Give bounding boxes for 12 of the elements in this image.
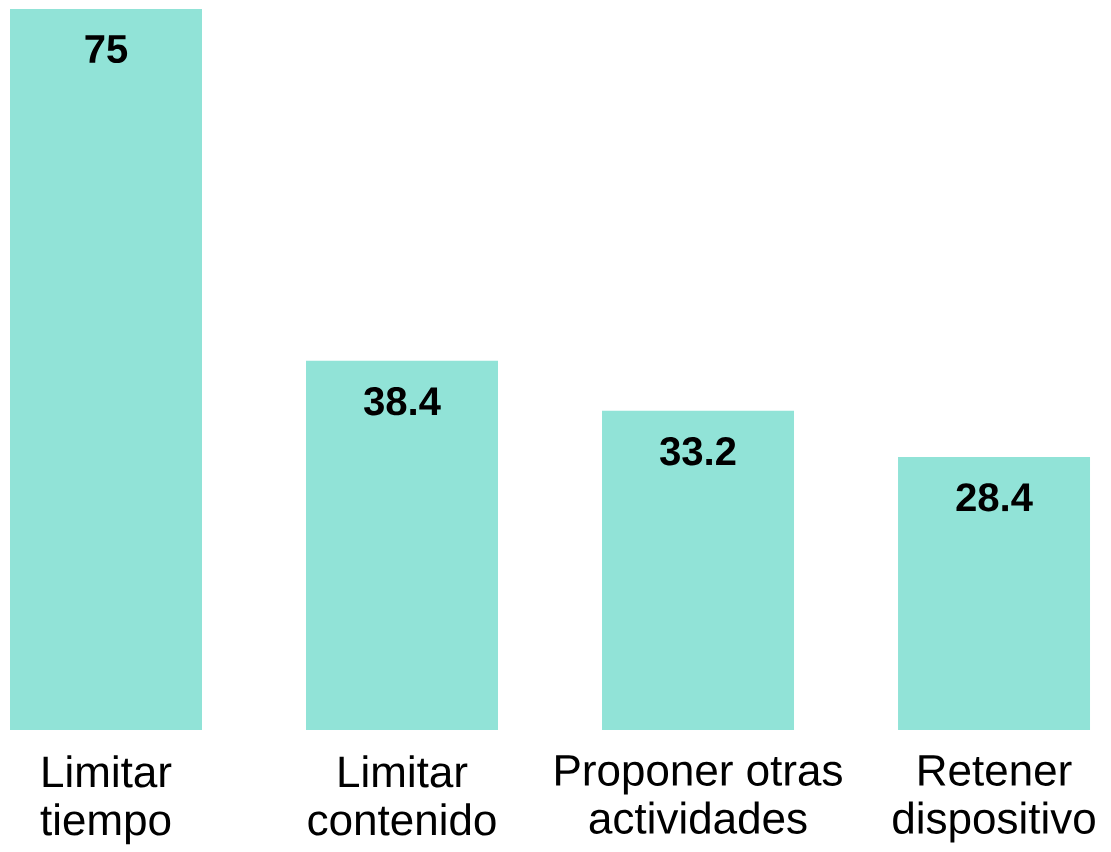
bar xyxy=(10,9,203,730)
data-label: 33.2 xyxy=(660,437,736,466)
data-label: 38.4 xyxy=(364,387,441,416)
data-label: 75 xyxy=(85,35,128,64)
x-tick-label: Retener dispositivo xyxy=(893,755,1095,843)
x-tick-label: Proponer otras actividades xyxy=(556,755,842,834)
bar xyxy=(602,410,795,730)
bar xyxy=(306,360,499,730)
data-label: 28.4 xyxy=(956,483,1033,512)
x-tick-label: Limitar tiempo xyxy=(40,755,172,845)
x-tick-label: Limitar contenido xyxy=(308,755,496,836)
bar xyxy=(898,456,1091,730)
